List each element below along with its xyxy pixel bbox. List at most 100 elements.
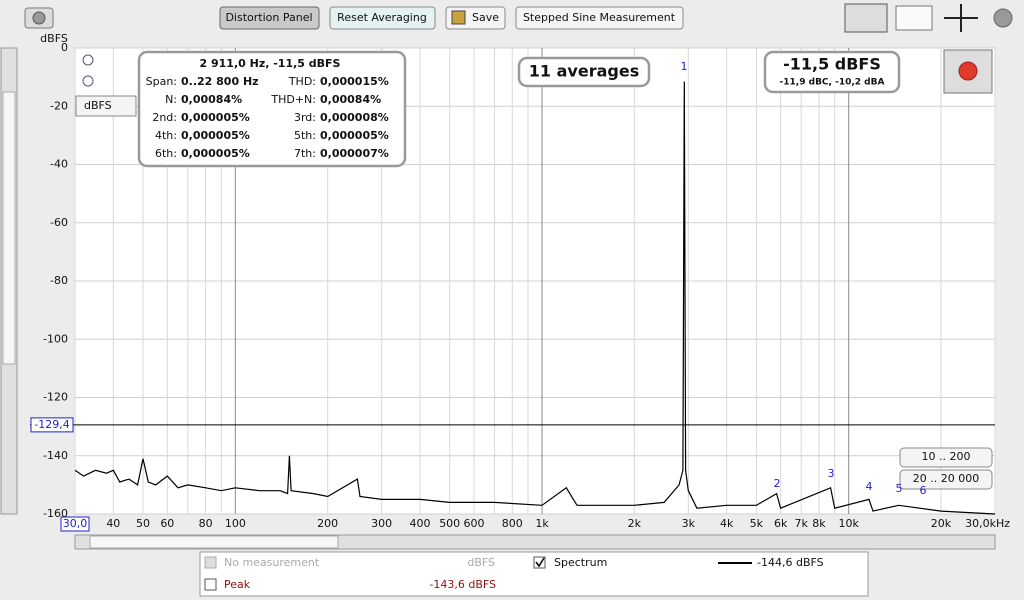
readout-rows: Span: 0..22 800 Hz THD: 0,000015% N: 0,00084%… [146, 75, 389, 160]
x-tick-box [60, 516, 90, 532]
legend-value: -143,6 dBFS [429, 578, 496, 591]
camera-icon[interactable] [24, 7, 54, 29]
x-tick-label: 30,0kHz [965, 517, 1010, 530]
v-scroll-thumb[interactable] [2, 91, 16, 365]
harmonic-label: 4 [866, 480, 873, 493]
button-label[interactable]: Save [472, 11, 499, 24]
readout-label: 2nd: [152, 111, 177, 124]
unit-select[interactable] [75, 95, 137, 117]
legend-label: Peak [224, 578, 251, 591]
legend-value: dBFS [467, 556, 495, 569]
button[interactable] [515, 6, 684, 30]
readout-label: Span: [146, 75, 177, 88]
checkbox[interactable] [204, 556, 217, 569]
x-tick-label: 20k [931, 517, 952, 530]
expand-icon[interactable] [944, 4, 978, 32]
readout-header: 2 911,0 Hz, -11,5 dBFS [200, 57, 341, 70]
cursor-label: -129,4 [34, 418, 69, 431]
save-icon [451, 10, 466, 25]
legend-label: Spectrum [554, 556, 607, 569]
y-tick-label: 0 [61, 41, 68, 54]
x-tick-label: 500 [439, 517, 460, 530]
readout-label: N: [165, 93, 177, 106]
checkbox[interactable] [533, 556, 546, 569]
x-tick-label: 8k [812, 517, 826, 530]
spectrum-line [74, 81, 996, 515]
range-button-label[interactable]: 20 .. 20 000 [913, 472, 979, 485]
y-tick-label: -60 [50, 216, 68, 229]
y-tick-label: -20 [50, 99, 68, 112]
zoom-icons[interactable] [82, 54, 94, 87]
x-tick-label: 400 [409, 517, 430, 530]
x-tick-label: 200 [317, 517, 338, 530]
readout-label: 4th: [155, 129, 177, 142]
readout-label: 3rd: [294, 111, 316, 124]
settings-icon[interactable] [993, 8, 1013, 28]
level-main: -11,5 dBFS [783, 55, 881, 74]
level-box [763, 50, 901, 94]
check-mark [535, 557, 545, 568]
x-tick-label: 300 [371, 517, 392, 530]
readout-value: 0,000008% [320, 111, 389, 124]
readout-label: 5th: [294, 129, 316, 142]
y-tick-label: -40 [50, 158, 68, 171]
x-tick-label: 600 [463, 517, 484, 530]
x-tick-label: 4k [720, 517, 734, 530]
y-tick-label: -100 [43, 332, 68, 345]
x-tick-label: 7k [794, 517, 808, 530]
harmonic-label: 3 [828, 467, 835, 480]
cursor-box [30, 417, 74, 433]
button[interactable] [329, 6, 436, 30]
level-sub: -11,9 dBC, -10,2 dBA [780, 78, 885, 88]
y-tick-label: -80 [50, 274, 68, 287]
legend-label: No measurement [224, 556, 320, 569]
record-dot [958, 61, 978, 81]
layout-icon[interactable] [844, 3, 888, 33]
harmonic-label: 5 [896, 482, 903, 495]
x-tick-label: 800 [502, 517, 523, 530]
harmonic-label: 2 [774, 477, 781, 490]
columns-icon[interactable] [895, 5, 933, 31]
x-tick-label: 6k [774, 517, 788, 530]
x-tick-label: 100 [225, 517, 246, 530]
harmonic-label: 1 [681, 60, 688, 73]
unit-select-label[interactable]: dBFS [84, 99, 112, 112]
averages: 11 averages [529, 62, 639, 81]
x-tick-label: 50 [136, 517, 150, 530]
range-button[interactable] [899, 469, 993, 490]
range-button[interactable] [899, 447, 993, 468]
readout-value: 0,000007% [320, 147, 389, 160]
readout-label: THD+N: [270, 93, 316, 106]
range-button-label[interactable]: 10 .. 200 [922, 450, 971, 463]
readout-value: 0,000005% [320, 129, 389, 142]
readout-value: 0,000005% [181, 111, 250, 124]
button-label[interactable]: Stepped Sine Measurement [523, 11, 676, 24]
button-label[interactable]: Reset Averaging [337, 11, 427, 24]
h-scroll-thumb[interactable] [89, 535, 339, 549]
y-unit: dBFS [40, 32, 68, 45]
legend-value: -144,6 dBFS [757, 556, 824, 569]
readout-value: 0,00084% [320, 93, 381, 106]
button[interactable] [219, 6, 320, 30]
readout-label: THD: [288, 75, 316, 88]
readout-value: 0,00084% [181, 93, 242, 106]
readout-value: 0,000005% [181, 129, 250, 142]
x-tick-label: 30,0 [63, 517, 88, 530]
readout-value: 0..22 800 Hz [181, 75, 259, 88]
x-tick-label: 80 [199, 517, 213, 530]
averages-box [517, 56, 651, 88]
checkbox[interactable] [204, 578, 217, 591]
x-tick-label: 10k [838, 517, 859, 530]
x-tick-label: 2k [628, 517, 642, 530]
readout-label: 6th: [155, 147, 177, 160]
x-tick-label: 40 [106, 517, 120, 530]
y-tick-label: -120 [43, 391, 68, 404]
harmonic-label: 6 [920, 484, 927, 497]
button-label[interactable]: Distortion Panel [225, 11, 312, 24]
readout-value: 0,000005% [181, 147, 250, 160]
readout-value: 0,000015% [320, 75, 389, 88]
x-tick-label: 60 [160, 517, 174, 530]
readout-box [137, 50, 407, 168]
